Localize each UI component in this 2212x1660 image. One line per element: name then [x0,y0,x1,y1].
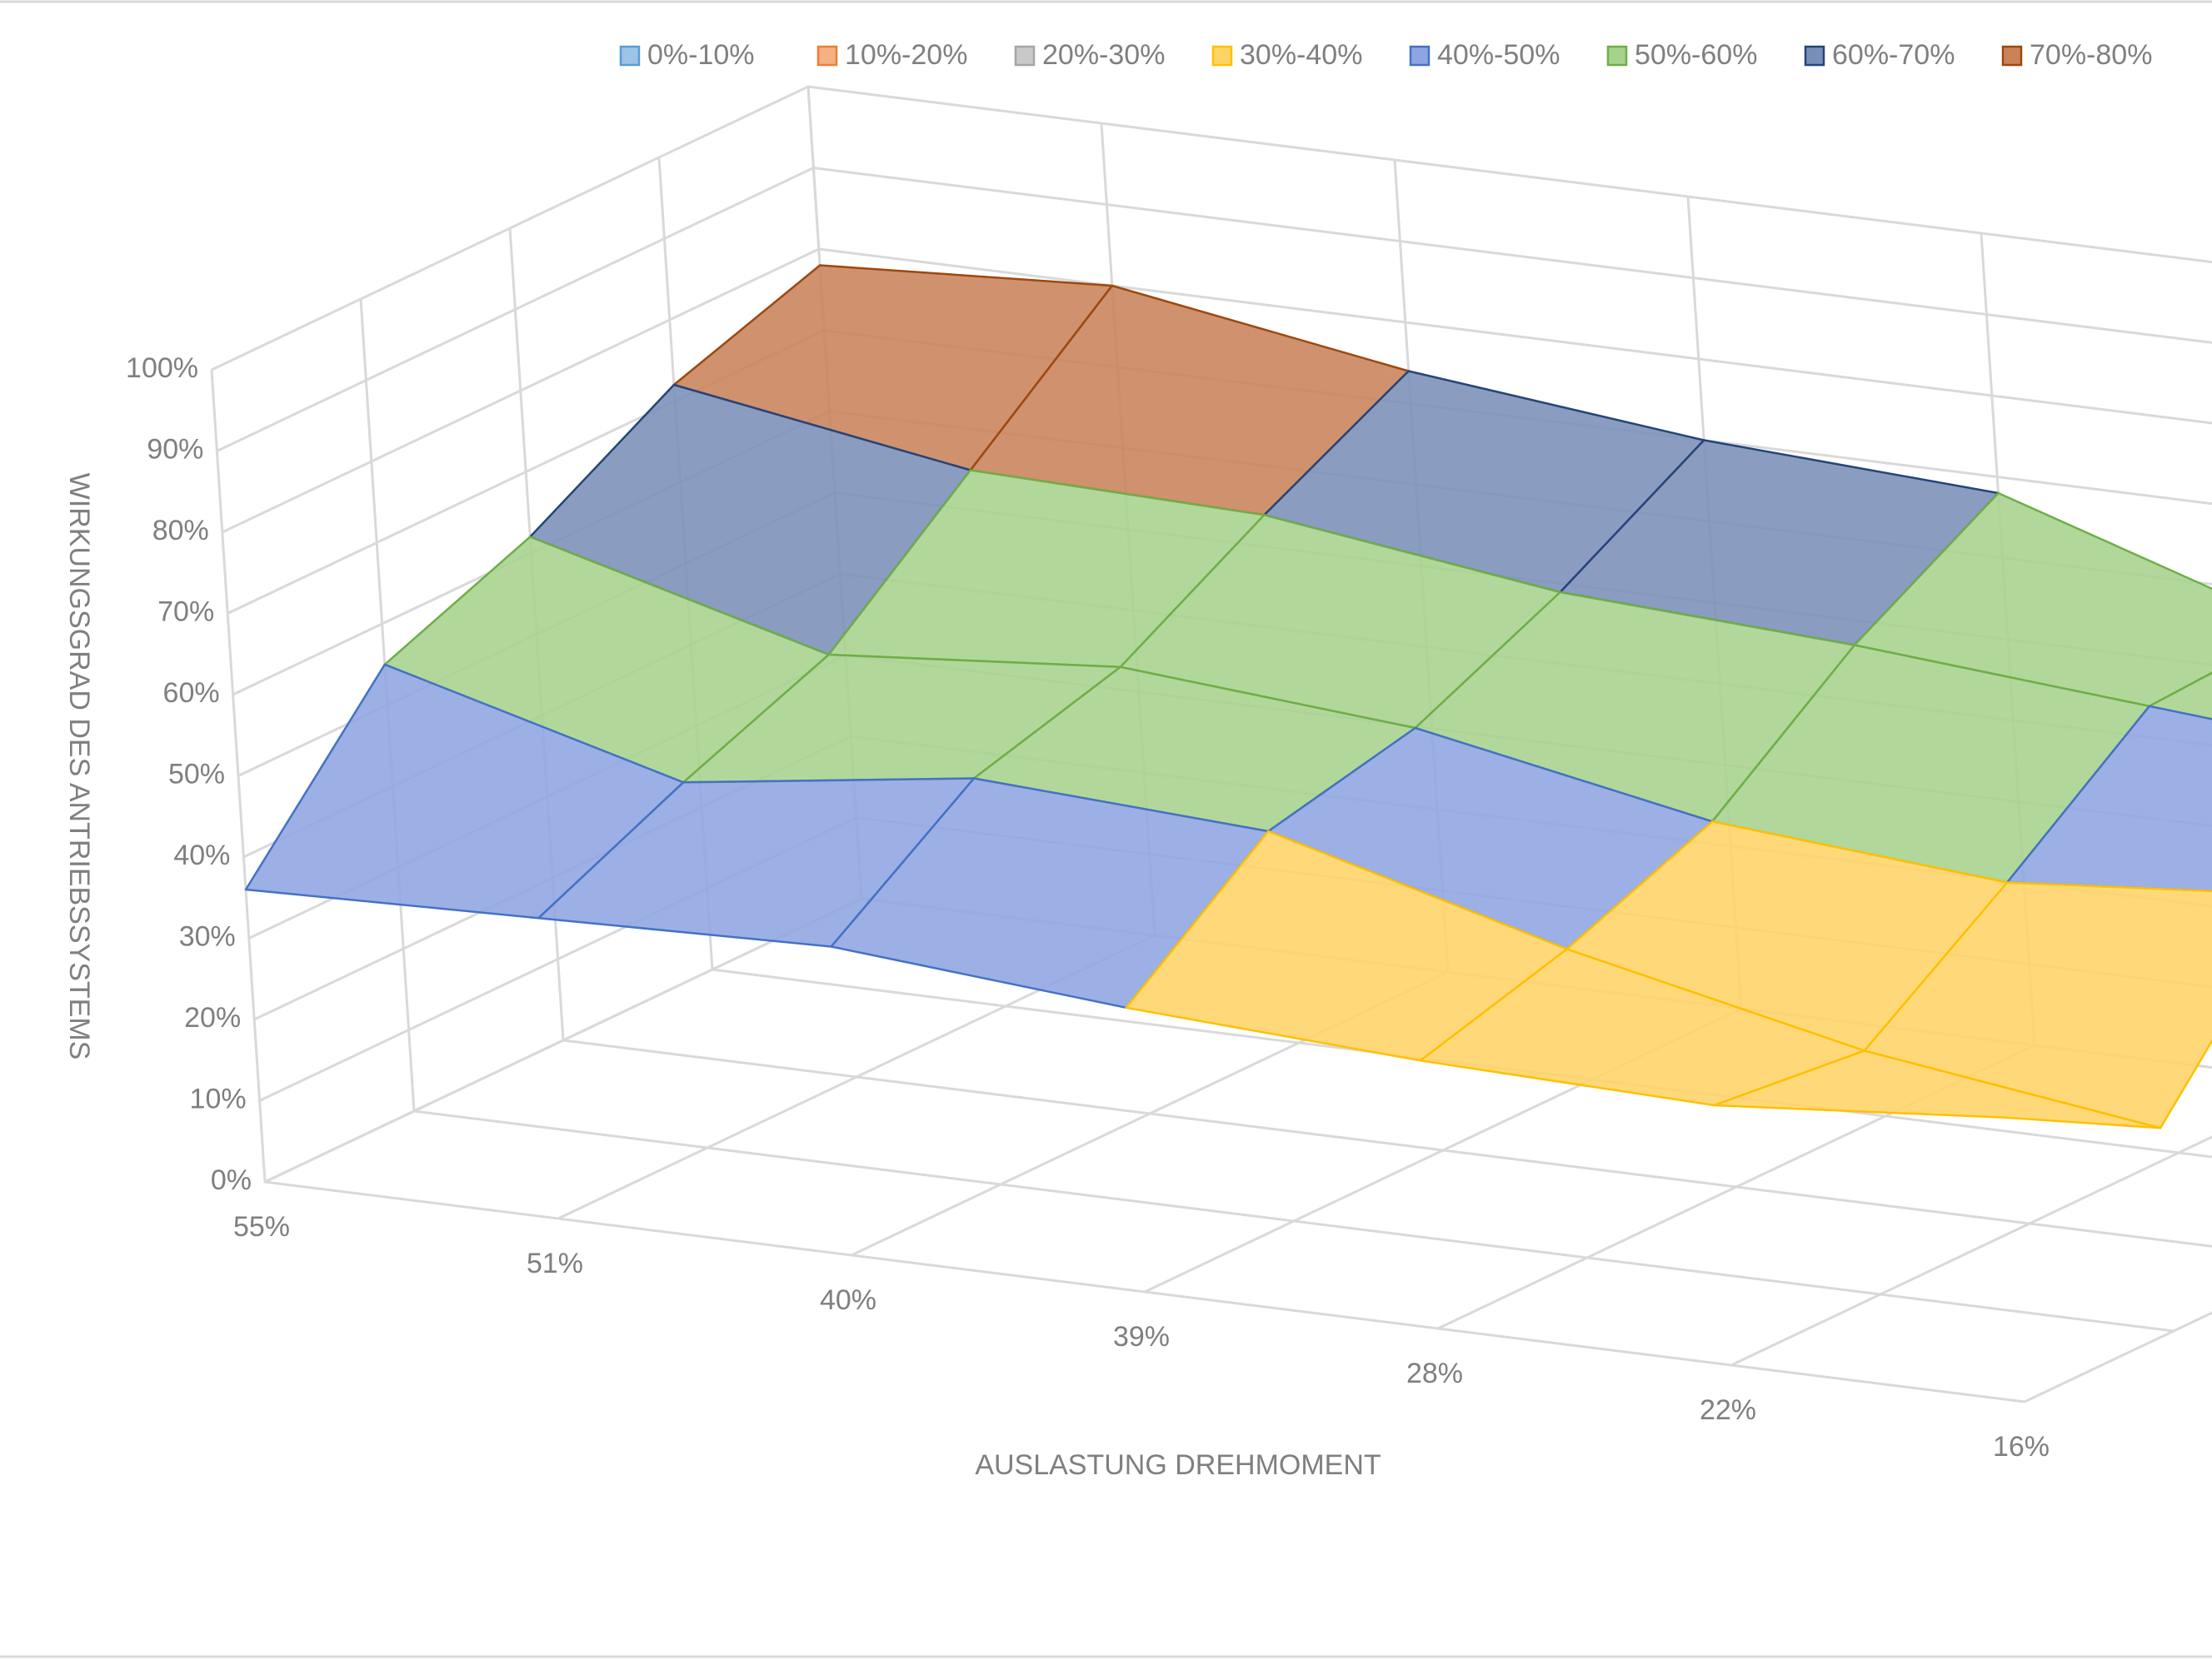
surface-patch [2148,671,2212,720]
legend-label: 60%-70% [1832,39,1955,71]
x-axis-title: AUSLASTUNG DREHMOMENT [975,1449,1381,1481]
x-tick-label: 51% [527,1248,583,1279]
z-tick-label: 100% [126,352,198,384]
z-tick-label: 0% [211,1164,252,1196]
legend-swatch [1409,45,1431,67]
surface-patch [1713,1049,2162,1129]
x-tick-label: 22% [1700,1394,1756,1426]
z-tick-label: 20% [184,1002,241,1034]
floor-line [210,369,2025,1403]
x-tick-label: 55% [233,1211,290,1243]
legend-label: 30%-40% [1240,39,1362,71]
labels: 0% 10% 20% 30% 40% 50% 60% 70% 80% 90% 100% 55% 51% 4… [126,352,2050,1463]
z-tick-label: 30% [179,920,236,952]
x-tick-label: 40% [820,1284,876,1316]
floor-line [508,227,2212,1248]
z-tick-label: 10% [190,1083,247,1114]
x-tick-label: 16% [1993,1431,2050,1463]
z-tick-label: 80% [152,515,209,546]
legend-label: 40%-50% [1437,39,1560,71]
legend-label: 70%-80% [2030,39,2152,71]
x-tick-label: 39% [1113,1321,1170,1353]
z-tick-label: 90% [147,433,203,465]
legend: 0%-10% 10%-20% 20%-30% 30%-40% 40%-50% 50%-60… [619,39,2152,71]
surface [244,264,2212,1129]
legend-swatch [619,45,641,67]
z-tick-label: 60% [163,677,220,709]
legend-label: 50%-60% [1635,39,1757,71]
legend-swatch [2001,45,2023,67]
floor-line [1730,1135,2212,1367]
legend-swatch [1211,45,1233,67]
legend-swatch [1606,45,1628,67]
z-axis-title: WIRKUNGSGRAD DES ANTRIEBSSYSTEMS [63,473,95,1060]
z-tick-label: 40% [173,840,230,871]
legend-label: 0%-10% [647,39,755,71]
legend-label: 20%-30% [1042,39,1165,71]
legend-swatch [816,45,838,67]
legend-label: 10%-20% [845,39,967,71]
x-tick-label: 28% [1406,1358,1463,1389]
z-tick-label: 70% [157,596,214,627]
legend-swatch [1014,45,1036,67]
floor-line [359,298,2175,1333]
z-tick-label: 50% [168,758,225,790]
legend-swatch [1804,45,1825,67]
